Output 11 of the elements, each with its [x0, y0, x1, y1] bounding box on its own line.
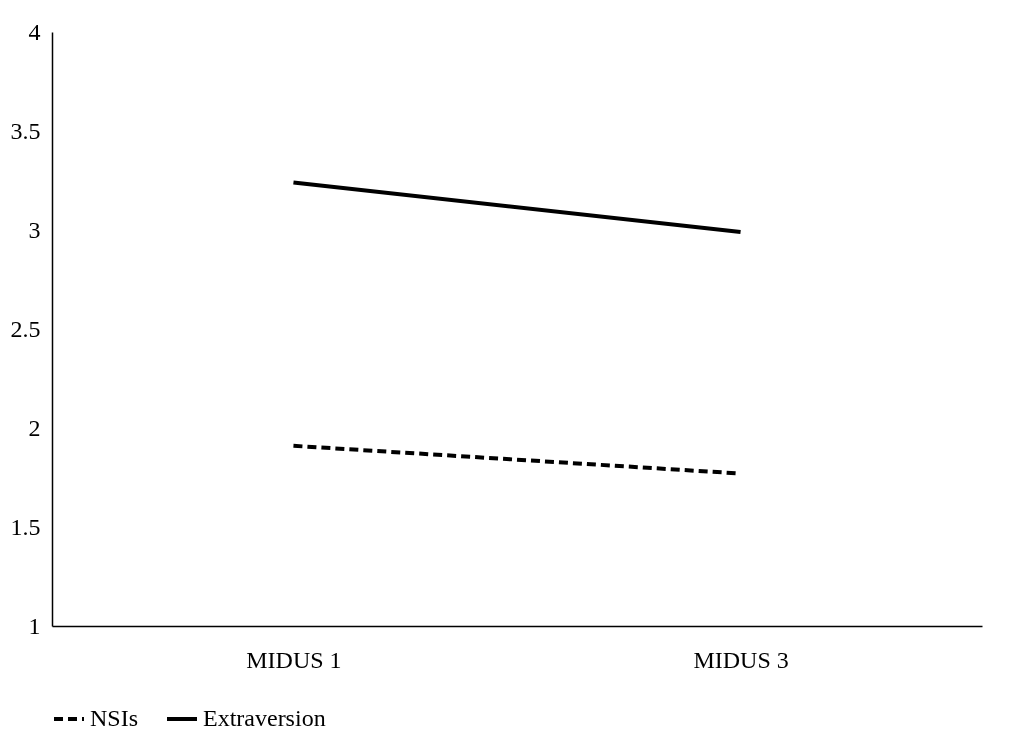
legend-label: NSIs [90, 705, 139, 731]
y-tick-label: 1 [28, 612, 41, 639]
y-tick-label: 2 [28, 414, 41, 441]
y-tick-label: 3 [28, 216, 41, 243]
y-tick-label: 3.5 [10, 117, 41, 144]
x-tick-label: MIDUS 1 [246, 646, 342, 673]
legend-label: Extraversion [203, 705, 326, 731]
y-tick-label: 2.5 [10, 315, 41, 342]
y-tick-label: 4 [28, 18, 41, 45]
x-tick-label: MIDUS 3 [693, 646, 789, 673]
y-tick-label: 1.5 [10, 513, 41, 540]
